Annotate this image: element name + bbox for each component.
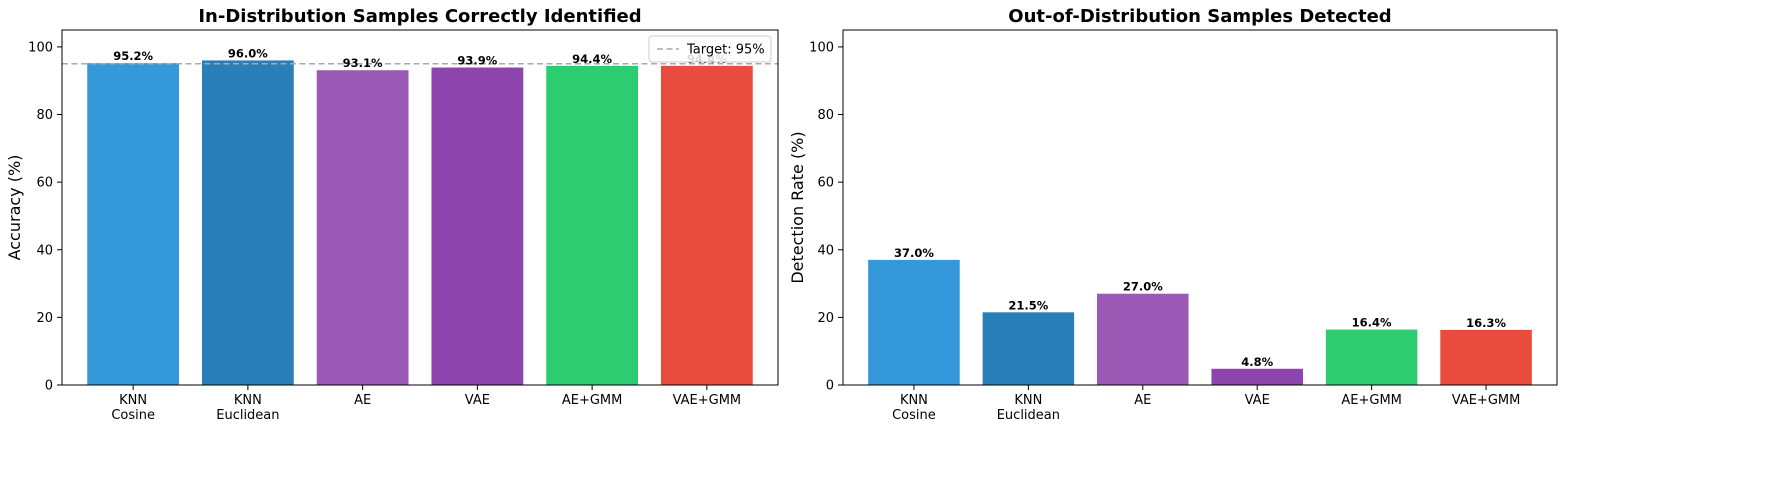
bar xyxy=(1440,329,1532,385)
chart-in-distribution: In-Distribution Samples Correctly Identi… xyxy=(5,6,779,423)
bar-value-label: 16.3% xyxy=(1466,316,1506,330)
y-tick-label: 20 xyxy=(36,311,53,326)
x-tick-label: KNN Cosine xyxy=(111,393,155,423)
y-tick-label: 0 xyxy=(826,379,834,394)
y-tick-label: 40 xyxy=(817,243,834,258)
x-tick-label: AE xyxy=(354,393,371,408)
x-tick-label: VAE xyxy=(1245,393,1270,408)
bar xyxy=(982,312,1075,385)
x-tick-label: VAE+GMM xyxy=(673,393,742,408)
y-tick-label: 20 xyxy=(817,311,834,326)
bar-value-label: 93.9% xyxy=(457,54,497,68)
plot-frame xyxy=(61,29,779,386)
y-tick-label: 80 xyxy=(36,108,53,123)
y-tick-label: 60 xyxy=(817,176,834,191)
bar xyxy=(316,70,409,385)
bar-value-label: 94.4% xyxy=(572,52,612,66)
plot-frame xyxy=(842,29,1558,386)
chart-title: In-Distribution Samples Correctly Identi… xyxy=(198,6,641,27)
bar xyxy=(201,60,294,386)
y-tick-label: 80 xyxy=(817,108,834,123)
x-tick-label: VAE+GMM xyxy=(1452,393,1521,408)
bar-value-label: 96.0% xyxy=(228,46,268,60)
x-tick-label: KNN Euclidean xyxy=(216,393,279,423)
bar-value-label: 16.4% xyxy=(1352,316,1392,330)
bar-value-label: 37.0% xyxy=(894,246,934,260)
x-tick-label: AE+GMM xyxy=(1341,393,1402,408)
bar-value-label: 27.0% xyxy=(1123,280,1163,294)
y-tick-label: 0 xyxy=(45,379,53,394)
bar-value-label: 93.1% xyxy=(343,56,383,70)
x-tick-label: AE+GMM xyxy=(562,393,623,408)
y-tick-label: 100 xyxy=(28,40,53,55)
chart-title: Out-of-Distribution Samples Detected xyxy=(1008,6,1391,27)
bar xyxy=(1097,293,1189,385)
bar xyxy=(1211,368,1303,385)
x-tick-label: KNN Euclidean xyxy=(997,393,1060,423)
y-tick-label: 100 xyxy=(809,40,834,55)
x-tick-label: KNN Cosine xyxy=(892,393,936,423)
bar xyxy=(1325,329,1418,385)
y-tick-label: 40 xyxy=(36,243,53,258)
bar xyxy=(660,65,753,385)
chart-out-of-distribution: Out-of-Distribution Samples Detected Dete… xyxy=(788,6,1558,423)
bar-value-label: 95.2% xyxy=(113,49,153,63)
x-tick-label: VAE xyxy=(465,393,490,408)
y-axis-label: Accuracy (%) xyxy=(5,155,24,261)
bar xyxy=(546,65,639,385)
bar xyxy=(87,63,180,386)
bar-value-label: 21.5% xyxy=(1008,298,1048,312)
legend-box xyxy=(648,35,772,63)
bar-value-label: 4.8% xyxy=(1241,355,1273,369)
bar xyxy=(868,259,960,385)
x-tick-label: AE xyxy=(1134,393,1151,408)
y-axis-label: Detection Rate (%) xyxy=(788,131,807,283)
legend-entry-label: Target: 95% xyxy=(686,43,765,58)
legend: Target: 95% xyxy=(648,35,772,63)
y-tick-label: 60 xyxy=(36,176,53,191)
bar xyxy=(431,67,524,386)
